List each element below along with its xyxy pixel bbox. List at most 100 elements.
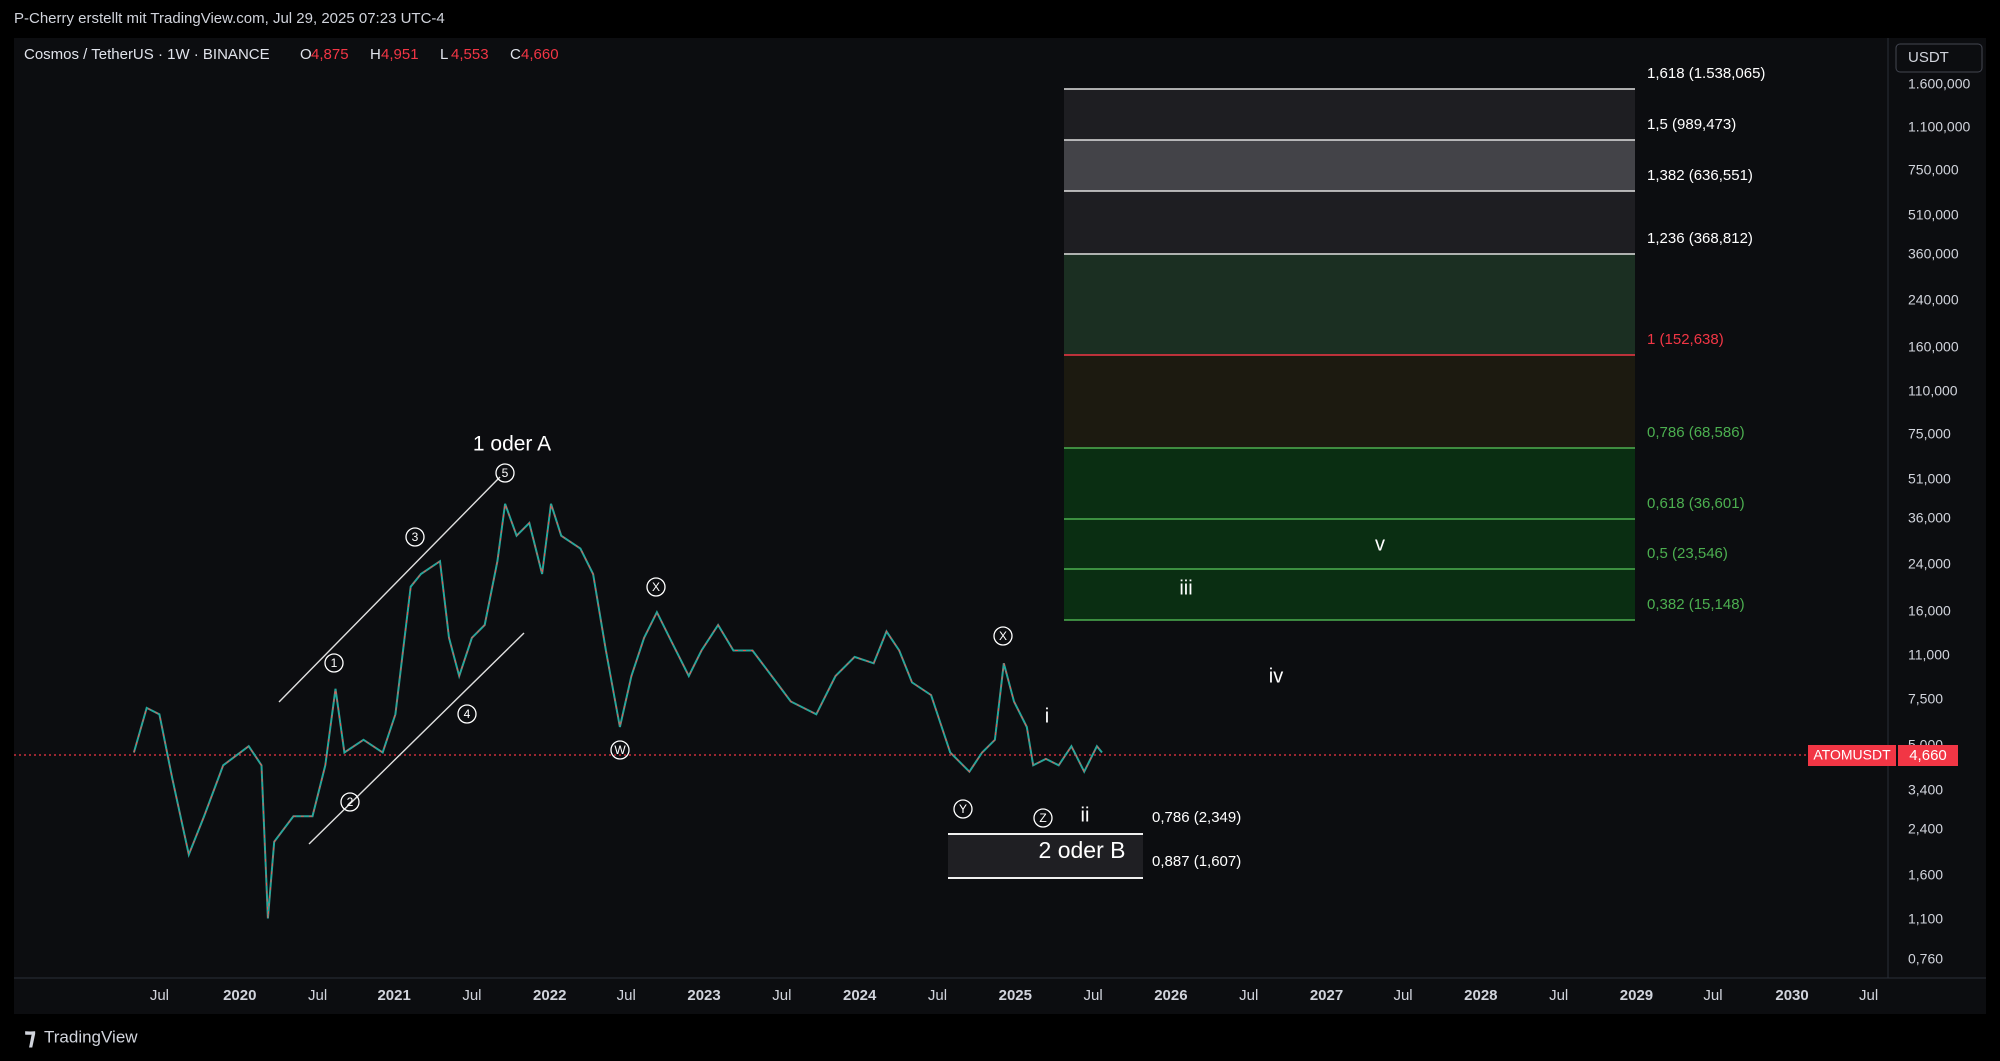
legend-ohlc-value: 4,951 xyxy=(381,46,419,63)
wave-number: X xyxy=(652,580,660,594)
price-axis-label: 1,600 xyxy=(1908,867,1943,883)
wave-label: iv xyxy=(1269,665,1283,687)
price-axis-label: 24,000 xyxy=(1908,556,1951,572)
price-axis-label: 2,400 xyxy=(1908,821,1943,837)
price-axis-label: 1,100 xyxy=(1908,911,1943,927)
fib-label: 1,236 (368,812) xyxy=(1647,230,1753,247)
wave-circle xyxy=(495,463,515,483)
time-axis-label: Jul xyxy=(1084,987,1103,1004)
price-axis-label: 110,000 xyxy=(1908,383,1958,399)
wave-number: 1 xyxy=(331,656,338,670)
badge-symbol: ATOMUSDT xyxy=(1813,747,1891,763)
fib-label: 0,786 (68,586) xyxy=(1647,424,1745,441)
price-axis-label: 36,000 xyxy=(1908,510,1951,526)
wave-label: v xyxy=(1375,533,1385,555)
fib-label: 1,382 (636,551) xyxy=(1647,167,1753,184)
fib-drawings xyxy=(948,88,1635,879)
time-axis-label: 2025 xyxy=(999,987,1032,1004)
price-axis-label: 51,000 xyxy=(1908,471,1951,487)
legend-ohlc-value: 4,875 xyxy=(311,46,349,63)
wave-circle xyxy=(610,740,630,760)
time-axis-label: 2023 xyxy=(687,987,720,1004)
wave-circle xyxy=(1033,808,1053,828)
fib-zone xyxy=(1064,191,1635,254)
fib-zone xyxy=(1064,519,1635,569)
currency-box[interactable] xyxy=(1895,43,1983,73)
fib-label: 1 (152,638) xyxy=(1647,331,1724,348)
wave-number: 2 xyxy=(347,795,354,809)
price-axis-label: 750,000 xyxy=(1908,162,1959,178)
time-axis-label: Jul xyxy=(1549,987,1568,1004)
fib-label: 1,618 (1.538,065) xyxy=(1647,65,1765,82)
wave-number: W xyxy=(614,743,626,757)
price-path xyxy=(133,503,1103,919)
fib-label: 0,382 (15,148) xyxy=(1647,596,1745,613)
price-axis-label: 1.600,000 xyxy=(1908,76,1970,92)
price-axis-label: 11,000 xyxy=(1908,647,1950,663)
wave-number: 5 xyxy=(502,466,509,480)
fib-zone xyxy=(1064,569,1635,620)
wave-circle xyxy=(324,653,344,673)
fib-label: 0,618 (36,601) xyxy=(1647,495,1745,512)
time-axis-label: Jul xyxy=(1859,987,1878,1004)
time-axis-label: 2028 xyxy=(1464,987,1497,1004)
header-title: P-Cherry erstellt mit TradingView.com, J… xyxy=(14,10,445,27)
logo-mark: ⁊ xyxy=(24,1023,36,1050)
time-axis-label: Jul xyxy=(617,987,636,1004)
wave-circle xyxy=(405,527,425,547)
price-badge xyxy=(1898,745,1958,766)
price-axis-label: 160,000 xyxy=(1908,339,1959,355)
price-axis-label: 1.100,000 xyxy=(1908,119,1970,135)
wave-number: X xyxy=(999,629,1007,643)
legend-ohlc-value: 4,553 xyxy=(451,46,489,63)
fib-zone xyxy=(1064,355,1635,448)
fib-label: 1,5 (989,473) xyxy=(1647,116,1736,133)
fib-zone xyxy=(1064,254,1635,355)
time-axis-label: 2020 xyxy=(223,987,256,1004)
labels: O 4,875 H 4,951 L 4,553 C 4,6601.600,0001.100,0… xyxy=(150,46,1971,1004)
price-axis-label: 510,000 xyxy=(1908,207,1959,223)
time-axis-label: 2029 xyxy=(1620,987,1653,1004)
price-axis-label: 0,760 xyxy=(1908,951,1943,967)
legend-symbol: Cosmos / TetherUS · 1W · BINANCE xyxy=(24,46,270,63)
time-axis-label: Jul xyxy=(1393,987,1412,1004)
time-axis-label: Jul xyxy=(928,987,947,1004)
wave-label: i xyxy=(1045,705,1049,727)
price-axis-label: 7,500 xyxy=(1908,691,1943,707)
fib-label: 0,786 (2,349) xyxy=(1152,809,1241,826)
wave-circle xyxy=(646,577,666,597)
symbol-badge xyxy=(1808,745,1896,766)
wave-number: Y xyxy=(959,802,967,816)
fib-zone xyxy=(948,834,1143,878)
wave-circle xyxy=(457,704,477,724)
footer-brand[interactable]: TradingView xyxy=(44,1027,138,1046)
time-axis-label: Jul xyxy=(1703,987,1722,1004)
price-axis-label: 16,000 xyxy=(1908,603,1951,619)
wave-circle xyxy=(340,792,360,812)
wave-label: 2 oder B xyxy=(1039,837,1126,863)
time-axis-label: 2030 xyxy=(1775,987,1808,1004)
wave-number: 4 xyxy=(464,707,471,721)
time-axis-label: Jul xyxy=(462,987,481,1004)
wave-label: ii xyxy=(1081,804,1090,826)
fib-zone xyxy=(1064,89,1635,140)
wave-circle xyxy=(953,799,973,819)
legend-ohlc-label: O xyxy=(300,46,312,63)
time-axis-label: Jul xyxy=(150,987,169,1004)
price-axis-label: 240,000 xyxy=(1908,292,1959,308)
price-axis-label: 360,000 xyxy=(1908,246,1959,262)
legend-ohlc-label: H xyxy=(370,46,381,63)
legend-ohlc-label: C xyxy=(510,46,521,63)
time-axis-label: Jul xyxy=(1239,987,1258,1004)
fib-zone xyxy=(1064,140,1635,191)
channel-line xyxy=(278,476,501,703)
time-axis-label: 2021 xyxy=(377,987,410,1004)
currency[interactable]: USDT xyxy=(1908,49,1949,66)
wave-label: iii xyxy=(1179,577,1192,599)
wave-number: 3 xyxy=(412,530,419,544)
time-axis-label: 2027 xyxy=(1310,987,1343,1004)
price-axis-label: 75,000 xyxy=(1908,426,1951,442)
legend-ohlc-value: 4,660 xyxy=(521,46,559,63)
